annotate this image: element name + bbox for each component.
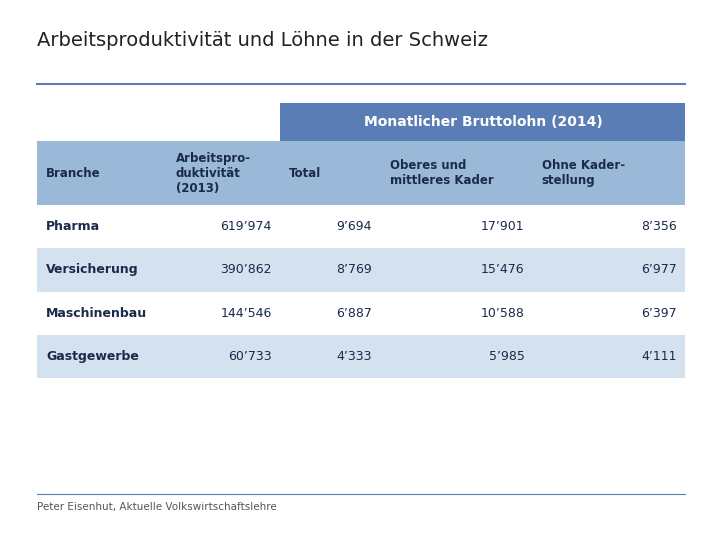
- Text: 17’901: 17’901: [481, 220, 524, 233]
- Text: Arbeitsproduktivität und Löhne in der Schweiz: Arbeitsproduktivität und Löhne in der Sc…: [37, 31, 488, 50]
- Bar: [381, 248, 533, 292]
- Text: 4’111: 4’111: [642, 350, 677, 363]
- Bar: [533, 335, 685, 378]
- Bar: [167, 248, 280, 292]
- Text: Arbeitspro-
duktivität
(2013): Arbeitspro- duktivität (2013): [176, 152, 251, 195]
- Text: 6’977: 6’977: [641, 264, 677, 276]
- Bar: [533, 292, 685, 335]
- Text: 390’862: 390’862: [220, 264, 271, 276]
- Text: 4’333: 4’333: [337, 350, 372, 363]
- Text: Ohne Kader-
stellung: Ohne Kader- stellung: [541, 159, 625, 187]
- Bar: [167, 141, 280, 205]
- Text: 5’985: 5’985: [489, 350, 524, 363]
- Text: Oberes und
mittleres Kader: Oberes und mittleres Kader: [390, 159, 493, 187]
- Text: 8’356: 8’356: [641, 220, 677, 233]
- Text: 60’733: 60’733: [228, 350, 271, 363]
- Bar: [381, 292, 533, 335]
- Bar: [280, 205, 381, 248]
- Bar: [280, 103, 685, 141]
- Text: 10’588: 10’588: [481, 307, 524, 320]
- Bar: [280, 141, 381, 205]
- Bar: [280, 248, 381, 292]
- Bar: [37, 335, 167, 378]
- Bar: [381, 205, 533, 248]
- Text: 144’546: 144’546: [220, 307, 271, 320]
- Bar: [280, 292, 381, 335]
- Bar: [37, 141, 167, 205]
- Text: 6’887: 6’887: [336, 307, 372, 320]
- Text: 619’974: 619’974: [220, 220, 271, 233]
- Bar: [37, 205, 167, 248]
- Text: Total: Total: [289, 167, 321, 180]
- Bar: [280, 335, 381, 378]
- Bar: [381, 141, 533, 205]
- Bar: [37, 248, 167, 292]
- Text: 9’694: 9’694: [337, 220, 372, 233]
- Text: Peter Eisenhut, Aktuelle Volkswirtschaftslehre: Peter Eisenhut, Aktuelle Volkswirtschaft…: [37, 502, 277, 512]
- Text: 15’476: 15’476: [481, 264, 524, 276]
- Bar: [533, 205, 685, 248]
- Bar: [533, 141, 685, 205]
- Bar: [167, 335, 280, 378]
- Text: Versicherung: Versicherung: [46, 264, 139, 276]
- Bar: [167, 205, 280, 248]
- Text: Gastgewerbe: Gastgewerbe: [46, 350, 139, 363]
- Bar: [533, 248, 685, 292]
- Text: Monatlicher Bruttolohn (2014): Monatlicher Bruttolohn (2014): [364, 115, 603, 129]
- Text: Pharma: Pharma: [46, 220, 100, 233]
- Bar: [37, 292, 167, 335]
- Text: 6’397: 6’397: [642, 307, 677, 320]
- Text: 8’769: 8’769: [336, 264, 372, 276]
- Bar: [381, 335, 533, 378]
- Text: Branche: Branche: [46, 167, 101, 180]
- Bar: [167, 292, 280, 335]
- Text: Maschinenbau: Maschinenbau: [46, 307, 147, 320]
